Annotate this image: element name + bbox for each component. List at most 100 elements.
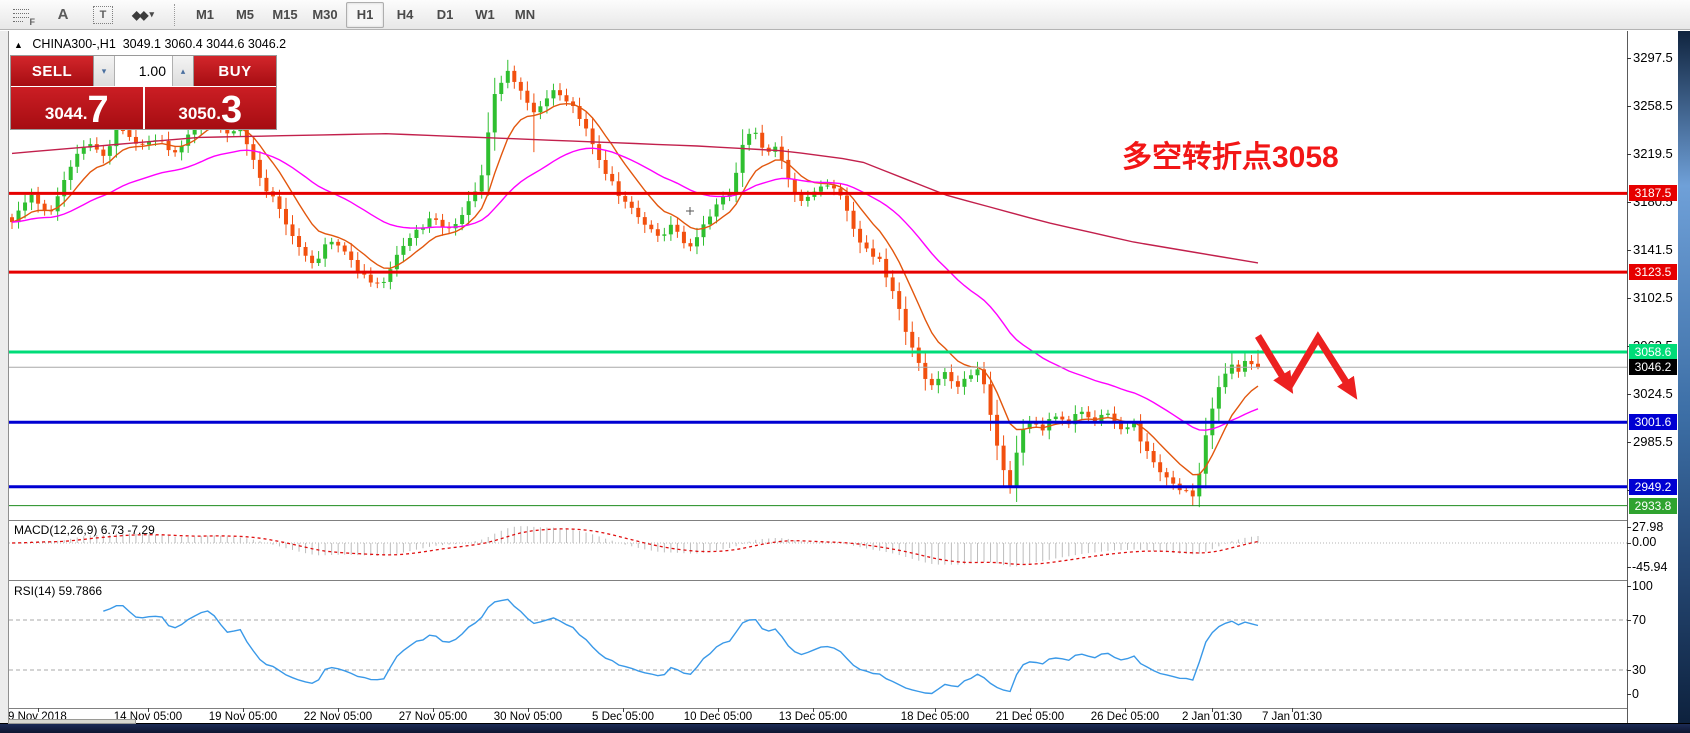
sell-button[interactable]: SELL [11,56,93,86]
timeframe-button-d1[interactable]: D1 [436,7,454,22]
timeframe-button-m30[interactable]: M30 [312,7,338,22]
time-axis-label: 18 Dec 05:00 [900,711,970,723]
candle-body [349,251,354,260]
candle-body [721,196,726,205]
time-axis-tick [243,708,244,712]
candle-body [1203,435,1208,474]
rsi-axis-label: 100 [1632,579,1653,593]
volume-input[interactable]: 1.00 [115,56,172,86]
candle-body [127,130,132,137]
candle-body [1132,423,1137,428]
candle-body [655,229,660,236]
candle-body [1184,490,1189,492]
candle-body [623,196,628,202]
candle-body [10,217,14,223]
candle-body [68,166,73,181]
price-tick-label: 3141.5 [1633,242,1673,257]
timeframe-button-h1[interactable]: H1 [346,1,384,28]
candle-body [62,180,67,197]
candle-body [538,106,543,113]
candle-body [525,90,530,103]
time-axis-border [9,708,1627,709]
timeframe-button-h4[interactable]: H4 [396,7,414,22]
price-level-chip-3046.2: 3046.2 [1629,359,1677,376]
chart-symbol-header: ▲ CHINA300-,H1 3049.1 3060.4 3044.6 3046… [14,37,286,51]
ma-slow-line [11,132,1259,264]
time-axis-label: 10 Dec 05:00 [683,711,753,723]
timeframe-button-w1[interactable]: W1 [475,7,495,22]
candle-body [642,217,647,225]
h-scrollbar-stub[interactable] [8,719,136,724]
candle-body [310,255,315,264]
candle-body [949,372,954,382]
price-tick-mark [1627,154,1631,155]
annotation-text[interactable]: 多空转折点3058 [1122,141,1339,174]
shapes-tool-icon[interactable]: ◆◆ ▾ [132,7,154,22]
red-zigzag-arrow[interactable] [1285,331,1358,400]
candle-body [297,236,302,247]
price-axis-border [1627,31,1628,724]
candle-body [342,245,347,252]
fibonacci-tool-icon[interactable]: F [4,2,42,28]
red-zigzag-arrow[interactable] [1255,334,1294,394]
candle-body [858,228,863,243]
candle-body [727,193,732,197]
candle-body [694,237,699,247]
candle-body [1138,423,1143,442]
candle-body [1242,360,1247,372]
candle-body [1047,419,1052,431]
candle-body [988,384,993,415]
candle-body [283,208,288,225]
ma-mid-line [11,147,1259,431]
volume-decrease-button[interactable]: ▾ [94,56,115,86]
timeframe-button-m15[interactable]: M15 [272,7,298,22]
macd-tick-mark [1627,567,1631,568]
text-label-tool-icon[interactable]: A [57,6,69,23]
buy-button[interactable]: BUY [194,56,276,86]
chevron-up-icon: ▴ [180,65,186,76]
candle-body [779,146,784,160]
candle-body [740,144,745,173]
text-box-tool-icon[interactable]: T [84,2,122,28]
buy-price[interactable]: 3050 . 3 [144,87,276,129]
collapse-triangle-icon[interactable]: ▲ [14,40,23,50]
volume-increase-button[interactable]: ▴ [172,56,193,86]
candle-body [851,210,856,229]
price-level-chip-3123.5: 3123.5 [1629,264,1677,281]
toolbar-separator [174,3,176,26]
macd-pane-layer [9,526,1627,567]
trade-panel-price-row: 3044 . 7 3050 . 3 [11,86,276,129]
candle-body [597,144,602,161]
candle-body [805,196,810,201]
price-tick-mark [1627,394,1631,395]
price-tick-mark [1627,442,1631,443]
candle-body [1190,490,1195,497]
macd-tick-mark [1627,527,1631,528]
candle-body [923,362,928,379]
candle-body [942,372,947,379]
candle-body [786,159,791,180]
time-axis-tick [38,708,39,712]
chevron-down-icon: ▾ [149,9,154,19]
ma-fast-line [11,102,1259,476]
candle-body [42,203,47,210]
time-axis-label: 22 Nov 05:00 [303,711,373,723]
timeframe-button-m1[interactable]: M1 [195,7,215,22]
sell-price[interactable]: 3044 . 7 [11,87,145,129]
candle-body [88,144,93,148]
timeframe-button-m5[interactable]: M5 [235,7,255,22]
candle-body [505,70,510,83]
candle-body [864,242,869,249]
timeframe-button-mn[interactable]: MN [514,7,536,22]
candle-body [1216,387,1221,409]
candle-body [1014,452,1019,486]
price-tick-mark [1627,202,1631,203]
candle-body [897,291,902,309]
time-axis-tick [528,708,529,712]
time-axis-tick [338,708,339,712]
candle-body [818,186,823,192]
macd-label: MACD(12,26,9) 6.73 -7.29 [14,523,155,537]
candle-body [753,132,758,134]
